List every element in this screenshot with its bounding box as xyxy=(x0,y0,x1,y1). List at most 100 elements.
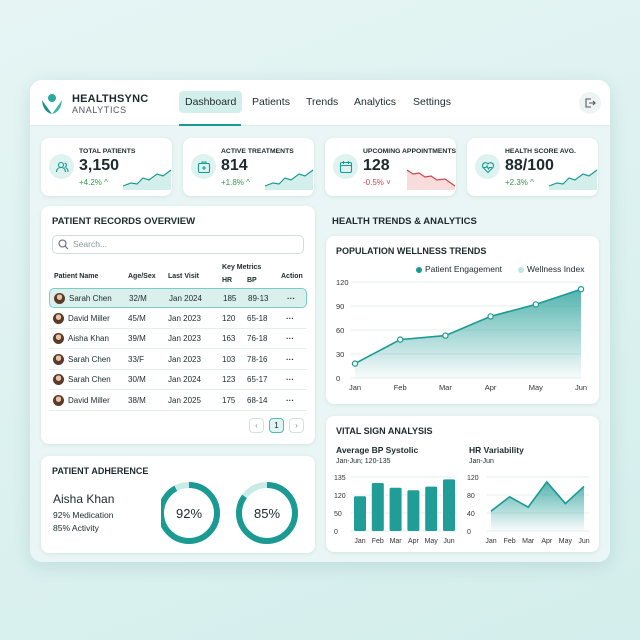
cell-bp: 78-16 xyxy=(247,354,268,364)
x-tick-label: Apr xyxy=(408,538,420,545)
x-tick-label: Apr xyxy=(541,538,553,545)
row-action-menu[interactable]: ··· xyxy=(286,396,294,405)
users-icon xyxy=(49,154,74,179)
kpi-label: UPCOMING APPOINTMENTS xyxy=(363,148,457,155)
y-tick-label: 90 xyxy=(336,302,344,311)
next-page-button[interactable]: › xyxy=(289,418,304,433)
y-tick-label: 30 xyxy=(336,350,344,359)
bp-chart-subtitle: Jan-Jun; 120-135 xyxy=(336,458,391,465)
y-tick-label: 120 xyxy=(336,278,349,287)
avatar xyxy=(53,353,64,365)
series-line xyxy=(354,288,582,365)
table-row[interactable]: Sarah Chen 30/M Jan 2024 123 65-17 ··· xyxy=(49,370,307,391)
x-tick-label: Feb xyxy=(372,538,384,545)
x-tick-label: Feb xyxy=(394,383,407,392)
panel-title: PATIENT RECORDS OVERVIEW xyxy=(52,216,196,227)
table-row[interactable]: Sarah Chen 32/M Jan 2024 185 89-13 ··· xyxy=(49,288,307,308)
avatar xyxy=(53,395,64,406)
cell-name: Sarah Chen xyxy=(68,354,111,364)
kpi-value: 3,150 xyxy=(79,157,120,174)
nav-patients[interactable]: Patients xyxy=(252,96,290,108)
ring-label: 92% xyxy=(176,506,202,521)
y-tick-label: 60 xyxy=(336,326,344,335)
y-tick-label: 80 xyxy=(467,493,475,500)
sparkline xyxy=(549,169,597,190)
cell-bp: 89-13 xyxy=(248,294,269,303)
search-icon xyxy=(58,239,69,250)
kpi-card-health-score-avg[interactable]: HEALTH SCORE AVG. 88/100 +2.3% ^ xyxy=(467,138,598,196)
data-point-jan xyxy=(351,360,359,367)
kpi-delta: +2.3% ^ xyxy=(505,178,534,187)
top-header: HEALTHSYNC ANALYTICS Dashboard Patients … xyxy=(30,80,610,126)
patient-name: Aisha Khan xyxy=(53,492,115,506)
cell-age: 32/M xyxy=(129,294,147,303)
kpi-value: 814 xyxy=(221,157,248,174)
bar-mar xyxy=(389,487,402,531)
row-action-menu[interactable]: ··· xyxy=(286,313,294,323)
cell-age: 39/M xyxy=(128,334,146,344)
table-row[interactable]: David Miller 45/M Jan 2023 120 65-18 ··· xyxy=(49,309,307,329)
y-tick-label: 0 xyxy=(334,529,338,536)
nav-dashboard[interactable]: Dashboard xyxy=(179,91,243,113)
avatar xyxy=(53,312,64,324)
panel-title: VITAL SIGN ANALYSIS xyxy=(336,426,433,436)
col-last-visit[interactable]: Last Visit xyxy=(168,273,199,280)
y-tick-label: 120 xyxy=(467,475,479,482)
col-key-metrics: Key Metrics xyxy=(222,264,262,271)
brand-name: HEALTHSYNC xyxy=(72,93,149,105)
area-fill xyxy=(491,481,584,531)
data-point-apr xyxy=(487,313,494,320)
bar-may xyxy=(425,486,438,531)
hr-variability-chart: 0 40 80 120 Jan Feb Mar Apr May Jun xyxy=(467,475,590,545)
cell-name: Sarah Chen xyxy=(69,294,112,303)
ring-progress xyxy=(236,482,298,544)
active-tab-indicator xyxy=(179,124,241,126)
cell-bp: 65-18 xyxy=(247,313,268,323)
cell-hr: 120 xyxy=(222,313,236,323)
col-age-sex: Age/Sex xyxy=(128,273,156,280)
calendar-icon xyxy=(333,154,358,179)
hr-chart-title: HR Variability xyxy=(469,445,524,455)
cell-age: 38/M xyxy=(128,396,146,405)
bp-bar-chart: 0 50 120 135 Jan Feb Mar Apr May Jun xyxy=(334,475,456,545)
nav-settings[interactable]: Settings xyxy=(413,96,451,108)
x-tick-label: Mar xyxy=(390,538,403,545)
col-patient-name[interactable]: Patient Name xyxy=(54,273,99,280)
table-row[interactable]: David Miller 38/M Jan 2025 175 68-14 ··· xyxy=(49,391,307,411)
row-action-menu[interactable]: ··· xyxy=(286,354,294,364)
col-hr: HR xyxy=(222,277,233,284)
bar-jun xyxy=(443,479,455,531)
kpi-label: TOTAL PATIENTS xyxy=(79,148,136,155)
table-row[interactable]: Sarah Chen 33/F Jan 2023 103 78-16 ··· xyxy=(49,350,307,370)
kpi-card-total-patients[interactable]: TOTAL PATIENTS 3,150 +4.2% ^ xyxy=(41,138,172,196)
row-action-menu[interactable]: ··· xyxy=(287,294,295,303)
nav-trends[interactable]: Trends xyxy=(306,96,339,108)
kpi-card-active-treatments[interactable]: ACTIVE TREATMENTS 814 +1.8% ^ xyxy=(183,138,314,196)
x-tick-label: Jan xyxy=(354,538,365,545)
legend-swatch-engagement xyxy=(416,267,422,273)
legend-wellness: Wellness Index xyxy=(527,264,585,274)
page-1-button[interactable]: 1 xyxy=(269,418,284,433)
wellness-trends-panel: POPULATION WELLNESS TRENDS Patient Engag… xyxy=(326,236,599,404)
nav-analytics[interactable]: Analytics xyxy=(354,96,397,108)
medication-stat: 92% Medication xyxy=(53,510,114,520)
row-action-menu[interactable]: ··· xyxy=(286,375,294,385)
series-line xyxy=(490,480,585,512)
ring-label: 85% xyxy=(254,506,280,521)
legend-engagement: Patient Engagement xyxy=(425,264,503,274)
x-tick-label: May xyxy=(559,538,573,545)
cell-name: Aisha Khan xyxy=(68,334,109,344)
logout-button[interactable] xyxy=(579,92,601,114)
kpi-card-upcoming-appointments[interactable]: UPCOMING APPOINTMENTS 128 -0.5% ˅ xyxy=(325,138,456,196)
logo-icon xyxy=(42,94,62,114)
bar-jan xyxy=(354,496,366,531)
patient-adherence-panel: PATIENT ADHERENCE Aisha Khan 92% Medicat… xyxy=(41,456,315,553)
kpi-label: HEALTH SCORE AVG. xyxy=(505,148,576,155)
search-input[interactable]: Search... xyxy=(52,235,304,254)
table-row[interactable]: Aisha Khan 39/M Jan 2023 163 76-18 ··· xyxy=(49,329,307,350)
cell-bp: 68-14 xyxy=(247,396,268,405)
area-fill xyxy=(355,289,581,378)
row-action-menu[interactable]: ··· xyxy=(286,334,294,344)
cell-visit: Jan 2023 xyxy=(168,354,201,364)
prev-page-button[interactable]: ‹ xyxy=(249,418,264,433)
